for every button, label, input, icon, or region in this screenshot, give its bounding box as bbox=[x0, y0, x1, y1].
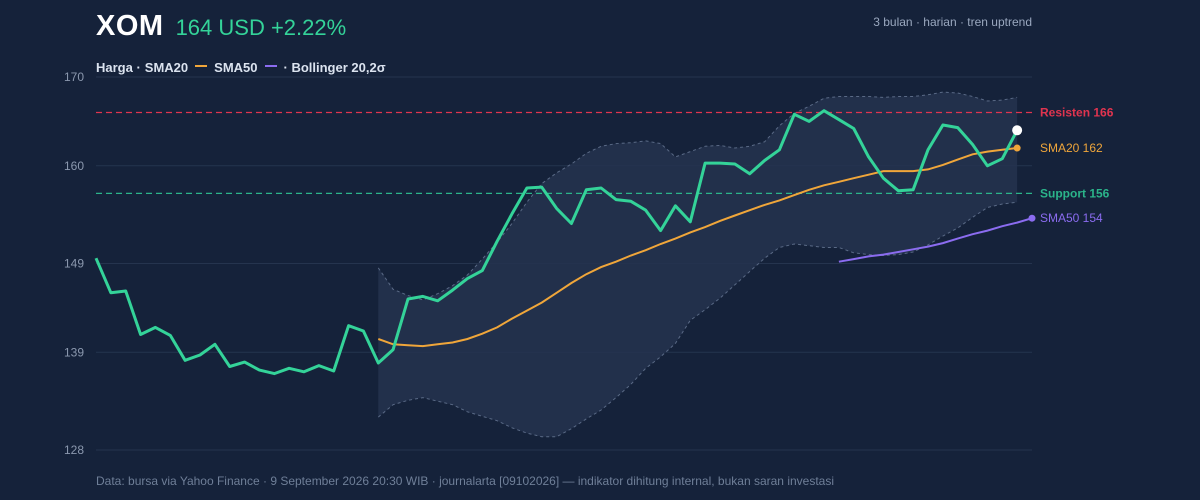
legend-sma50: SMA50 bbox=[214, 60, 258, 75]
bollinger-upper-line bbox=[377, 91, 1018, 301]
chart-meta: 3 bulan · harian · tren uptrend bbox=[873, 15, 1032, 29]
y-tick-label: 149 bbox=[64, 257, 84, 271]
y-tick-label: 128 bbox=[64, 443, 84, 457]
price-change: 164 USD +2.22% bbox=[175, 15, 347, 40]
chart-legend: Harga · SMA20 SMA50 · Bollinger 20,2σ bbox=[96, 60, 386, 75]
sma20-end-label: SMA20 162 bbox=[1040, 141, 1103, 155]
y-tick-label: 139 bbox=[64, 345, 84, 359]
source-footer: Data: bursa via Yahoo Finance · 9 Septem… bbox=[96, 474, 834, 488]
y-tick-label: 170 bbox=[64, 70, 84, 84]
level-label: Resisten 166 bbox=[1040, 106, 1114, 120]
legend-price: Harga · bbox=[96, 60, 141, 75]
legend-bollinger: · Bollinger 20,2σ bbox=[283, 60, 386, 75]
sma20-line bbox=[377, 147, 1018, 348]
legend-sma20-swatch bbox=[195, 65, 208, 67]
price-line bbox=[94, 109, 1019, 376]
sma50-end-label: SMA50 154 bbox=[1040, 211, 1103, 225]
bollinger-lower-line bbox=[377, 201, 1018, 438]
ticker-symbol: XOM bbox=[96, 10, 164, 42]
legend-sma20: SMA20 bbox=[144, 60, 189, 75]
chart-header: XOM 164 USD +2.22% bbox=[96, 10, 346, 43]
y-tick-label: 160 bbox=[64, 159, 84, 173]
sma50-end-marker bbox=[1028, 214, 1036, 222]
level-label: Support 156 bbox=[1040, 186, 1110, 200]
legend-sma50-swatch bbox=[264, 65, 277, 67]
sma50-line bbox=[838, 217, 1033, 263]
price-end-marker bbox=[1012, 125, 1023, 136]
bollinger-band bbox=[378, 92, 1018, 437]
sma20-end-marker bbox=[1013, 144, 1021, 152]
